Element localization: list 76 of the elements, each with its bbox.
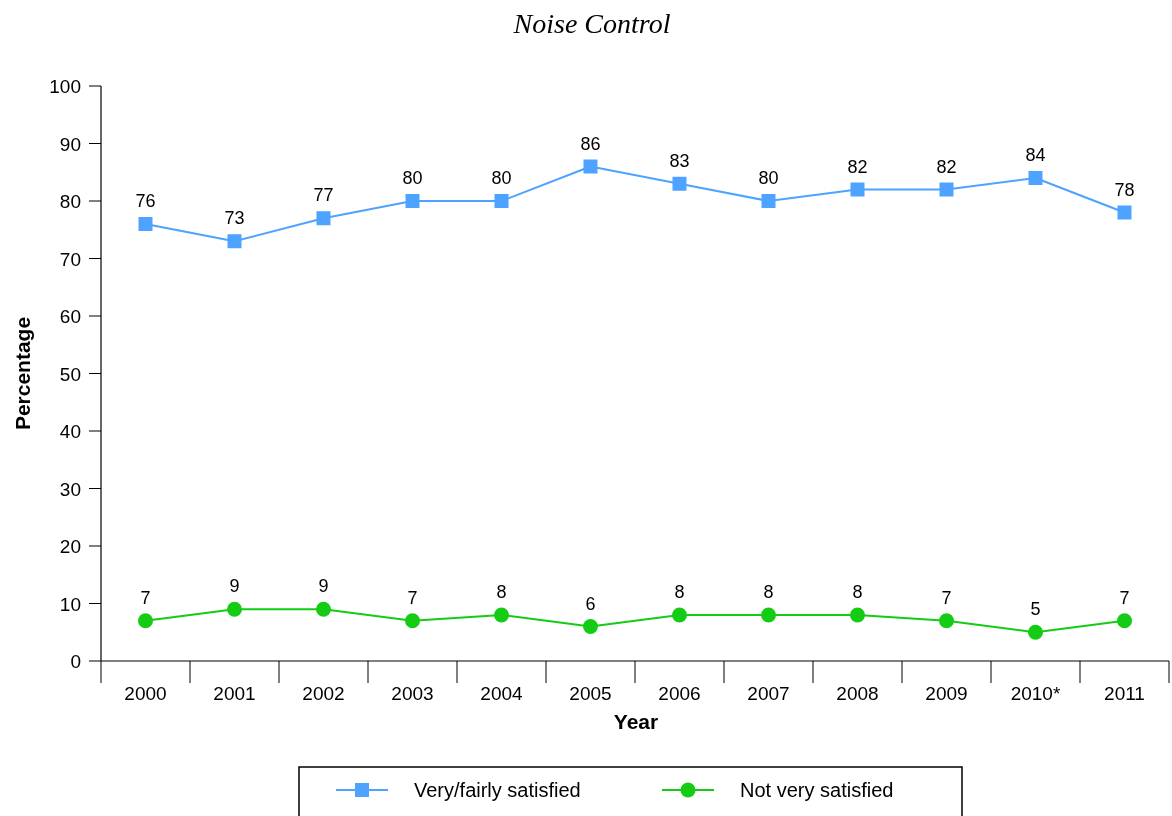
point <box>494 607 509 623</box>
data-label: 82 <box>847 156 868 177</box>
point <box>405 613 420 629</box>
y-tick-label: 30 <box>59 478 81 500</box>
x-axis-title: Year <box>613 710 659 733</box>
point <box>1117 613 1132 629</box>
point <box>1117 205 1132 220</box>
data-label: 9 <box>229 576 240 597</box>
x-tick-label: 2007 <box>747 683 790 704</box>
y-tick-label: 90 <box>59 133 81 155</box>
chart-title: Noise Control <box>512 8 671 39</box>
data-label: 86 <box>580 133 601 154</box>
data-label: 5 <box>1030 599 1041 620</box>
point <box>672 176 687 191</box>
point <box>138 613 153 629</box>
data-label: 8 <box>674 582 685 602</box>
x-tick-label: 2010* <box>1010 683 1061 704</box>
point <box>850 607 865 623</box>
x-tick-label: 2008 <box>836 683 879 704</box>
y-tick-label: 50 <box>59 363 81 385</box>
data-label: 84 <box>1025 145 1046 165</box>
y-tick-label: 80 <box>59 191 81 212</box>
y-tick-label: 40 <box>59 421 81 442</box>
legend-label: Not very satisfied <box>740 779 894 801</box>
point <box>583 619 598 634</box>
point <box>138 217 153 231</box>
data-label: 7 <box>1119 587 1130 608</box>
x-tick-label: 2011 <box>1104 683 1145 704</box>
x-tick-label: 2005 <box>569 683 612 704</box>
data-label: 8 <box>763 582 774 602</box>
point <box>494 194 509 208</box>
point <box>316 601 331 617</box>
point <box>761 194 776 208</box>
point <box>761 607 776 623</box>
point <box>939 182 954 197</box>
data-label: 83 <box>669 150 690 171</box>
y-axis-title: Percentage <box>11 316 34 431</box>
data-label: 8 <box>496 582 507 602</box>
y-tick-label: 60 <box>59 306 81 327</box>
data-label: 76 <box>135 191 156 211</box>
point <box>583 159 598 174</box>
point <box>227 601 242 617</box>
data-label: 73 <box>224 208 245 229</box>
x-tick-label: 2006 <box>658 683 701 704</box>
point <box>316 211 331 226</box>
data-label: 7 <box>407 587 418 608</box>
y-tick-label: 10 <box>59 593 81 615</box>
x-tick-label: 2004 <box>480 683 524 704</box>
point <box>939 613 954 629</box>
point <box>1028 624 1043 640</box>
data-label: 77 <box>313 185 334 206</box>
point <box>850 182 865 197</box>
point <box>405 194 420 208</box>
y-tick-label: 100 <box>49 76 81 97</box>
y-tick-label: 70 <box>59 248 81 270</box>
y-tick-label: 20 <box>59 536 81 557</box>
data-label: 80 <box>402 168 423 188</box>
data-label: 78 <box>1114 179 1135 200</box>
data-label: 9 <box>318 576 329 597</box>
y-tick-label: 0 <box>70 651 81 672</box>
data-label: 80 <box>758 168 779 188</box>
legend-label: Very/fairly satisfied <box>414 779 581 801</box>
data-label: 7 <box>140 587 151 608</box>
x-tick-label: 2002 <box>302 683 345 704</box>
data-label: 6 <box>585 593 596 614</box>
data-label: 82 <box>936 156 957 177</box>
x-tick-label: 2000 <box>124 683 167 704</box>
x-tick-label: 2001 <box>213 683 256 704</box>
data-label: 7 <box>941 587 952 608</box>
point <box>672 607 687 623</box>
data-label: 80 <box>491 168 512 188</box>
x-tick-label: 2009 <box>925 683 968 704</box>
point <box>227 234 242 249</box>
x-tick-label: 2003 <box>391 683 434 704</box>
point <box>1028 171 1043 185</box>
data-label: 8 <box>852 582 863 602</box>
